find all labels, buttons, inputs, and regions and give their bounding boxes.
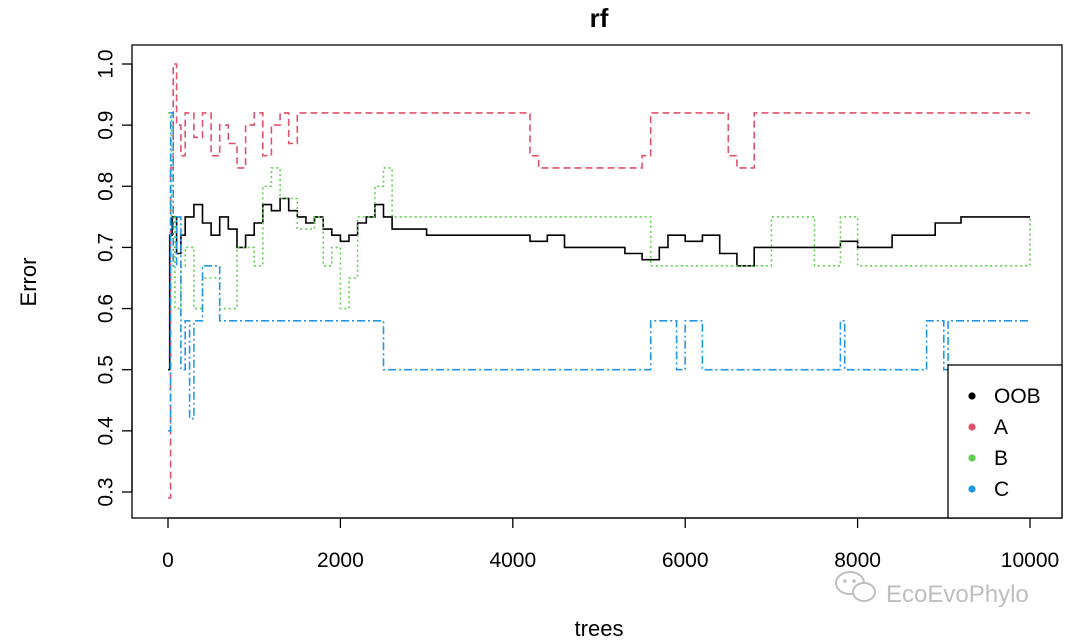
y-axis: 0.3 0.4 0.5 0.6 0.7 0.8 0.9 1.0 — [95, 49, 133, 507]
y-tick-label: 0.8 — [95, 172, 118, 201]
legend-label: OOB — [994, 385, 1041, 408]
legend-box — [947, 364, 1063, 519]
legend-label: A — [994, 416, 1008, 439]
plot-area — [168, 63, 1031, 499]
x-axis-label: trees — [575, 616, 624, 641]
legend-label: C — [994, 478, 1009, 501]
series-line-a — [168, 63, 1030, 499]
legend-label: B — [994, 447, 1008, 470]
x-tick-label: 10000 — [1001, 549, 1059, 572]
wechat-icon — [835, 571, 876, 602]
legend: OOB ABC — [947, 364, 1063, 519]
x-tick-label: 8000 — [834, 549, 881, 572]
x-tick-label: 4000 — [489, 549, 536, 572]
y-tick-label: 0.4 — [95, 416, 118, 446]
y-tick-label: 0.9 — [95, 111, 118, 140]
x-tick-label: 0 — [162, 549, 174, 572]
series-line-c — [168, 112, 1030, 432]
watermark-text: EcoEvoPhylo — [886, 581, 1029, 608]
plot-border — [131, 44, 1063, 519]
x-axis: 0 2000 4000 6000 8000 10000 — [162, 517, 1059, 572]
series-line-oob — [168, 197, 1030, 371]
y-tick-label: 0.7 — [95, 233, 118, 262]
y-tick-label: 0.5 — [95, 355, 118, 384]
watermark: EcoEvoPhylo — [835, 571, 1029, 608]
legend-marker — [968, 392, 976, 400]
y-tick-label: 1.0 — [95, 49, 118, 78]
y-tick-label: 0.3 — [95, 477, 118, 506]
y-axis-label: Error — [16, 258, 41, 307]
chart-title: rf — [590, 3, 609, 33]
legend-marker — [968, 485, 976, 493]
legend-marker — [968, 454, 976, 462]
x-tick-label: 6000 — [662, 549, 709, 572]
series-line-b — [168, 112, 1031, 310]
legend-marker — [968, 423, 976, 431]
y-tick-label: 0.6 — [95, 294, 118, 323]
x-tick-label: 2000 — [317, 549, 364, 572]
